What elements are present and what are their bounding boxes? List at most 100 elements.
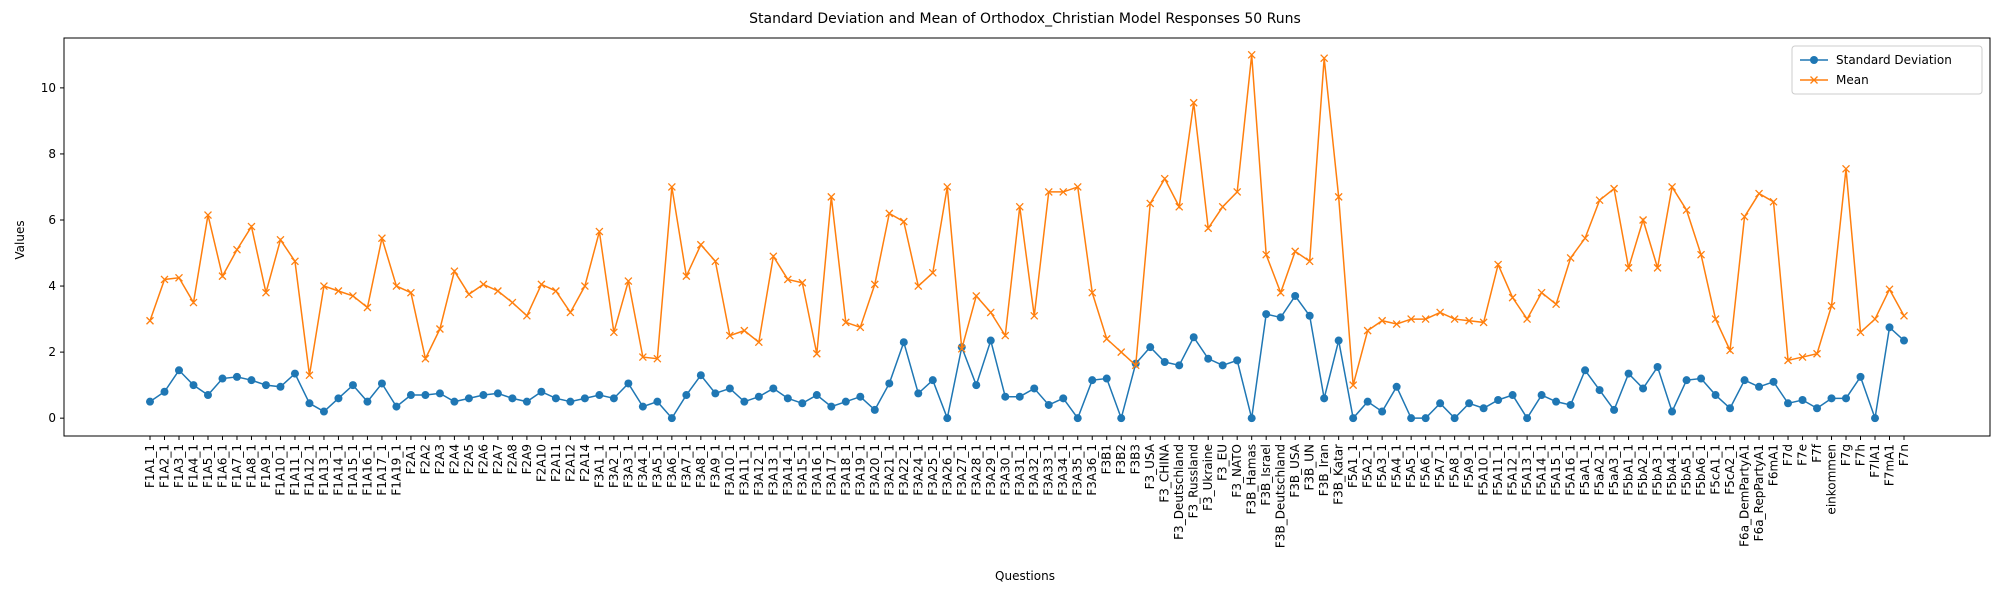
marker: [624, 277, 633, 286]
marker: [609, 328, 618, 337]
marker: [769, 384, 778, 393]
x-tick-label: F2A3: [433, 444, 447, 474]
x-tick-label: F3A28_1: [969, 444, 983, 496]
marker: [1653, 362, 1662, 371]
x-tick-label: F3B3: [1129, 444, 1143, 474]
marker: [377, 234, 386, 243]
x-tick-label: F3_EU: [1216, 444, 1230, 481]
marker: [1044, 187, 1053, 196]
marker: [957, 344, 966, 353]
marker: [1856, 372, 1865, 381]
marker: [1552, 397, 1561, 406]
x-tick-label: F5A13_1: [1520, 444, 1534, 496]
x-tick-label: F3_Deutschland: [1172, 444, 1186, 540]
marker: [725, 384, 734, 393]
marker: [203, 391, 212, 400]
marker: [160, 275, 169, 284]
marker: [798, 399, 807, 408]
marker: [798, 278, 807, 287]
x-tick-label: F3A2_1: [607, 444, 621, 488]
marker: [334, 287, 343, 295]
marker: [1581, 234, 1590, 243]
marker: [885, 209, 894, 218]
x-tick-label: F5A2_1: [1361, 444, 1375, 488]
marker: [1479, 404, 1488, 413]
marker: [653, 397, 662, 406]
marker: [580, 394, 589, 403]
x-tick-label: F3A7_1: [679, 444, 693, 488]
marker: [943, 414, 952, 423]
legend: Standard Deviation Mean: [1791, 45, 1983, 95]
y-tick-label: 0: [48, 411, 56, 425]
marker: [1842, 164, 1850, 173]
x-tick-label: F3A33_1: [1042, 444, 1056, 496]
marker: [986, 308, 995, 317]
x-tick-label: F5cA1_1: [1709, 444, 1723, 495]
marker: [1769, 377, 1778, 386]
marker: [233, 245, 241, 254]
marker: [1566, 254, 1575, 262]
marker: [914, 282, 923, 291]
marker: [435, 325, 444, 333]
marker: [522, 397, 531, 406]
marker: [1697, 374, 1706, 383]
marker: [1378, 316, 1387, 325]
marker: [1711, 391, 1720, 400]
marker: [841, 397, 850, 406]
x-tick-label: F5A14_1: [1535, 444, 1549, 496]
x-tick-label: F7f: [1810, 443, 1824, 463]
x-tick-label: F3_CHINA: [1158, 443, 1172, 502]
marker: [276, 382, 285, 391]
marker: [783, 275, 792, 284]
marker: [1726, 404, 1735, 413]
marker: [537, 280, 546, 289]
x-tick-label: F1A10_1: [273, 444, 287, 496]
marker: [1015, 392, 1024, 401]
marker: [421, 354, 430, 363]
marker: [1610, 184, 1619, 193]
marker: [377, 379, 386, 388]
marker: [174, 366, 183, 375]
x-tick-label: F3_USA: [1143, 443, 1157, 489]
marker: [1755, 189, 1763, 198]
x-tick-label: F1A5_1: [201, 444, 215, 488]
series-line: [149, 54, 1905, 386]
marker: [1465, 316, 1474, 325]
marker: [1247, 414, 1256, 423]
x-tick-label: F5A4_1: [1390, 444, 1404, 488]
x-tick-label: F6mA1: [1767, 444, 1781, 486]
marker: [754, 338, 763, 347]
marker: [1204, 354, 1213, 363]
marker: [1624, 263, 1633, 272]
x-tick-label: F5A5_1: [1404, 444, 1418, 488]
marker: [725, 331, 734, 340]
marker: [334, 394, 343, 403]
x-tick-label: F3A35_1: [1071, 444, 1085, 496]
x-tick-label: F5bA5_1: [1680, 444, 1694, 496]
marker: [754, 392, 763, 401]
x-tick-label: F1A3_1: [172, 444, 186, 488]
legend-label: Mean: [1836, 73, 1869, 87]
x-tick-label: F3B2: [1114, 444, 1128, 474]
x-tick-label: F5aA1_1: [1578, 444, 1592, 495]
marker: [1305, 311, 1314, 320]
marker: [1117, 414, 1126, 423]
x-tick-label: F5A7_1: [1433, 444, 1447, 488]
marker: [1682, 206, 1691, 215]
marker: [319, 282, 328, 291]
x-tick-label: F7e: [1796, 444, 1810, 466]
legend-marker: [1810, 56, 1818, 64]
marker: [870, 280, 879, 289]
marker: [551, 394, 560, 403]
x-tick-label: F1A14_1: [331, 444, 345, 496]
marker: [1639, 216, 1648, 224]
marker: [464, 290, 473, 299]
marker: [841, 318, 850, 327]
marker: [943, 183, 952, 191]
legend-marker: [1810, 76, 1818, 84]
marker: [1363, 397, 1372, 406]
marker: [1349, 414, 1358, 423]
marker: [1262, 250, 1271, 259]
x-tick-label: F2A12: [563, 444, 577, 482]
